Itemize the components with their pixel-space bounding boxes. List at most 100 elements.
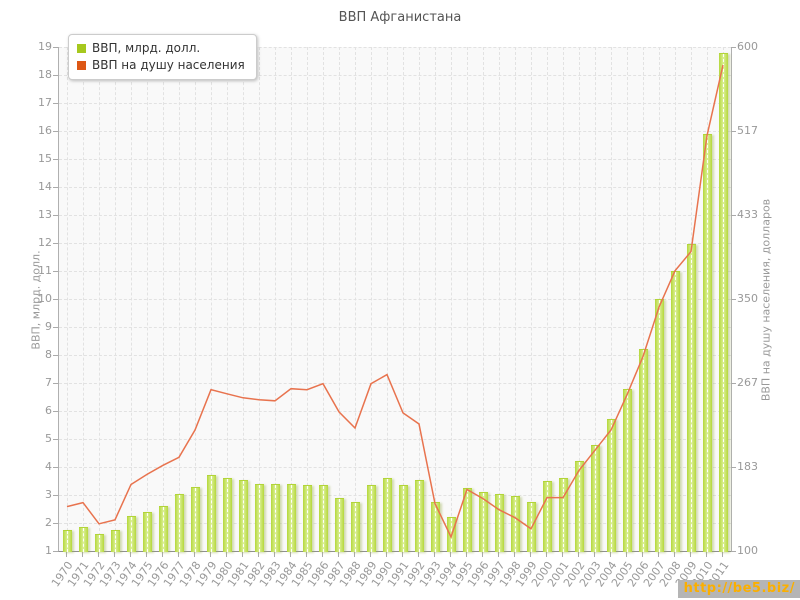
x-axis-tick-mark xyxy=(354,552,355,557)
v-gridline xyxy=(307,47,308,551)
x-axis-tick-mark xyxy=(674,552,675,557)
x-axis-tick-mark xyxy=(466,552,467,557)
bar-1979[interactable] xyxy=(206,475,216,552)
right-axis-tick-mark xyxy=(731,47,736,48)
left-axis-tick-label: 8 xyxy=(45,348,52,361)
v-gridline xyxy=(67,47,68,551)
bar-1981[interactable] xyxy=(238,479,248,553)
bar-1994[interactable] xyxy=(446,517,456,552)
v-gridline xyxy=(131,47,132,551)
bar-2003[interactable] xyxy=(590,444,600,553)
left-axis-tick-mark xyxy=(53,103,58,104)
bar-2001[interactable] xyxy=(558,478,568,552)
left-axis-tick-label: 18 xyxy=(38,68,52,81)
x-axis-tick-mark xyxy=(146,552,147,557)
bar-1998[interactable] xyxy=(510,496,520,552)
bar-1977[interactable] xyxy=(174,493,184,553)
bar-2010[interactable] xyxy=(702,133,712,553)
v-gridline xyxy=(371,47,372,551)
v-gridline xyxy=(355,47,356,551)
bar-1985[interactable] xyxy=(302,485,312,552)
bar-1989[interactable] xyxy=(366,485,376,552)
x-axis-tick-mark xyxy=(482,552,483,557)
left-axis-tick-label: 17 xyxy=(38,96,52,109)
v-gridline xyxy=(115,47,116,551)
bar-1990[interactable] xyxy=(382,478,392,552)
left-axis-tick-mark xyxy=(53,215,58,216)
x-axis-tick-mark xyxy=(530,552,531,557)
bar-2002[interactable] xyxy=(574,461,584,552)
right-axis-tick-mark xyxy=(731,130,736,132)
right-axis-tick-mark xyxy=(731,467,736,469)
h-gridline xyxy=(59,355,731,356)
v-gridline xyxy=(403,47,404,551)
bar-1988[interactable] xyxy=(350,502,360,552)
right-axis-tick-mark xyxy=(731,551,736,552)
bar-2011[interactable] xyxy=(718,52,728,553)
bar-1973[interactable] xyxy=(110,530,120,552)
bar-2000[interactable] xyxy=(542,481,552,552)
legend: ВВП, млрд. долл. ВВП на душу населения xyxy=(68,34,257,80)
bar-1996[interactable] xyxy=(478,492,488,552)
legend-item-per-capita[interactable]: ВВП на душу населения xyxy=(77,57,245,74)
bar-1987[interactable] xyxy=(334,497,344,553)
v-gridline xyxy=(275,47,276,551)
x-axis-tick-mark xyxy=(114,552,115,557)
left-axis-tick-mark xyxy=(53,383,58,384)
x-axis-tick-mark xyxy=(610,552,611,557)
right-axis-tick-label: 267 xyxy=(737,375,758,389)
left-axis-tick-mark xyxy=(53,187,58,188)
bar-1976[interactable] xyxy=(158,506,168,552)
bar-2006[interactable] xyxy=(638,349,648,552)
v-gridline xyxy=(323,47,324,551)
bar-1974[interactable] xyxy=(126,516,136,552)
watermark-link[interactable]: http://be5.biz/ xyxy=(677,580,800,598)
v-gridline xyxy=(531,47,532,551)
bar-1984[interactable] xyxy=(286,483,296,553)
x-axis-tick-mark xyxy=(338,552,339,557)
v-gridline xyxy=(435,47,436,551)
bar-1995[interactable] xyxy=(462,488,472,552)
bar-2005[interactable] xyxy=(622,388,632,553)
v-gridline xyxy=(467,47,468,551)
left-axis-tick-label: 11 xyxy=(38,264,52,277)
bar-2004[interactable] xyxy=(606,419,616,552)
left-axis-tick-label: 2 xyxy=(45,516,52,529)
bar-1986[interactable] xyxy=(318,485,328,552)
bar-1980[interactable] xyxy=(222,478,232,552)
bar-1975[interactable] xyxy=(142,511,152,553)
bar-1999[interactable] xyxy=(526,502,536,552)
x-axis-tick-mark xyxy=(306,552,307,557)
x-axis-tick-mark xyxy=(322,552,323,557)
x-axis-tick-mark xyxy=(162,552,163,557)
bar-1971[interactable] xyxy=(78,527,88,552)
x-axis-tick-mark xyxy=(706,552,707,557)
legend-item-gdp[interactable]: ВВП, млрд. долл. xyxy=(77,40,245,57)
bar-1992[interactable] xyxy=(414,479,424,553)
x-axis-tick-mark xyxy=(690,552,691,557)
bar-1970[interactable] xyxy=(62,530,72,552)
v-gridline xyxy=(179,47,180,551)
bar-1982[interactable] xyxy=(254,483,264,553)
bar-2008[interactable] xyxy=(670,271,680,552)
right-axis-tick-label: 350 xyxy=(737,292,758,305)
v-gridline xyxy=(195,47,196,551)
bar-1991[interactable] xyxy=(398,485,408,552)
h-gridline xyxy=(59,187,731,188)
bar-1978[interactable] xyxy=(190,486,200,553)
v-gridline xyxy=(259,47,260,551)
bar-1993[interactable] xyxy=(430,502,440,552)
bar-2009[interactable] xyxy=(686,244,696,552)
x-axis-tick-mark xyxy=(130,552,131,557)
left-axis-tick-label: 19 xyxy=(38,40,52,53)
v-gridline xyxy=(243,47,244,551)
h-gridline xyxy=(59,243,731,244)
right-axis-tick-label: 183 xyxy=(737,460,758,474)
bar-1997[interactable] xyxy=(494,493,504,553)
bar-2007[interactable] xyxy=(654,299,664,552)
left-axis-tick-label: 12 xyxy=(38,236,52,249)
left-axis-tick-mark xyxy=(53,327,58,328)
bar-1983[interactable] xyxy=(270,483,280,553)
bar-1972[interactable] xyxy=(94,534,104,552)
h-gridline xyxy=(59,47,731,48)
